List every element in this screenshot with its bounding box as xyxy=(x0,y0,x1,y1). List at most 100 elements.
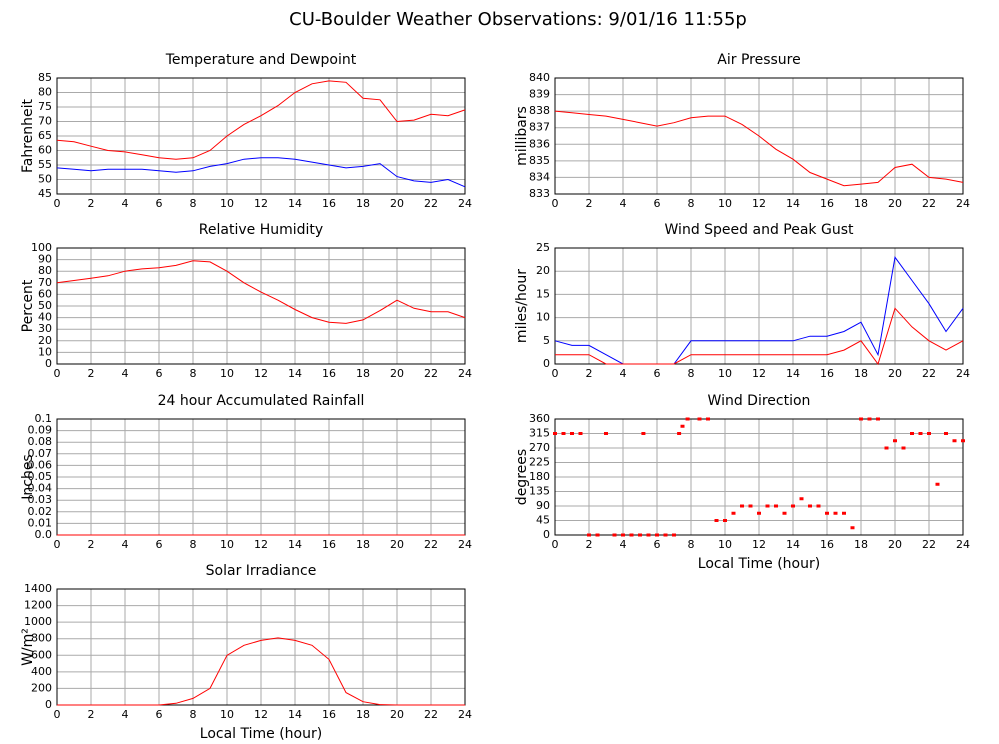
data-point xyxy=(910,432,914,435)
y-tick-label: 840 xyxy=(529,71,550,84)
data-line xyxy=(56,260,466,324)
x-tick-label: 12 xyxy=(254,538,268,551)
y-tick-label: 20 xyxy=(536,264,550,277)
x-tick-label: 12 xyxy=(752,538,766,551)
data-point xyxy=(884,446,889,450)
data-point xyxy=(697,417,702,421)
x-axis-label: Local Time (hour) xyxy=(200,726,322,742)
data-point xyxy=(944,432,948,435)
x-tick-label: 16 xyxy=(322,538,336,551)
data-point xyxy=(774,504,778,508)
y-tick-label: 10 xyxy=(536,311,550,324)
x-tick-label: 2 xyxy=(88,367,95,380)
x-tick-label: 20 xyxy=(888,197,902,210)
x-tick-label: 0 xyxy=(552,197,559,210)
y-tick-label: 70 xyxy=(38,115,52,128)
y-axis-label: miles/hour xyxy=(514,269,530,343)
x-tick-label: 8 xyxy=(688,538,695,551)
y-tick-label: 225 xyxy=(529,456,550,469)
y-tick-label: 0.1 xyxy=(35,412,53,425)
x-tick-label: 0 xyxy=(552,367,559,380)
data-point xyxy=(672,533,676,537)
y-tick-label: 0 xyxy=(543,357,550,370)
data-point xyxy=(893,439,897,443)
x-tick-label: 8 xyxy=(190,538,197,551)
y-tick-label: 100 xyxy=(31,241,52,254)
y-tick-label: 50 xyxy=(38,173,52,186)
chart-panel: 24 hour Accumulated RainfallInches0.00.0… xyxy=(20,393,472,551)
data-point xyxy=(850,526,855,530)
plot-frame xyxy=(554,418,964,536)
data-point xyxy=(791,504,795,508)
data-point xyxy=(723,519,727,522)
data-point xyxy=(629,533,634,537)
x-tick-label: 4 xyxy=(122,708,129,721)
data-point xyxy=(706,417,710,421)
x-tick-label: 12 xyxy=(254,708,268,721)
y-tick-label: 200 xyxy=(31,681,52,694)
plot-frame xyxy=(554,77,964,195)
data-point xyxy=(595,533,600,537)
y-tick-label: 75 xyxy=(38,100,52,113)
x-tick-label: 10 xyxy=(718,197,732,210)
y-tick-label: 0.01 xyxy=(28,516,53,529)
x-tick-label: 8 xyxy=(190,367,197,380)
y-tick-label: 25 xyxy=(536,241,550,254)
x-tick-label: 14 xyxy=(288,708,302,721)
y-axis-label: Fahrenheit xyxy=(20,98,36,173)
x-tick-label: 16 xyxy=(820,538,834,551)
data-point xyxy=(842,511,846,515)
y-tick-label: 90 xyxy=(536,499,550,512)
x-tick-label: 8 xyxy=(190,197,197,210)
x-tick-label: 2 xyxy=(586,538,593,551)
x-tick-label: 10 xyxy=(718,367,732,380)
y-tick-label: 315 xyxy=(529,427,550,440)
y-tick-label: 836 xyxy=(529,137,550,150)
data-line xyxy=(554,110,964,187)
y-axis-label: Inches xyxy=(20,454,36,499)
y-tick-label: 45 xyxy=(536,514,550,527)
y-tick-label: 80 xyxy=(38,86,52,99)
x-tick-label: 6 xyxy=(156,708,163,721)
x-tick-label: 18 xyxy=(854,538,868,551)
data-point xyxy=(765,504,770,508)
y-tick-label: 0.07 xyxy=(28,447,53,460)
data-point xyxy=(867,417,872,421)
x-tick-label: 2 xyxy=(586,367,593,380)
x-tick-label: 6 xyxy=(156,367,163,380)
data-point xyxy=(685,417,690,421)
y-tick-label: 835 xyxy=(529,154,550,167)
y-tick-label: 80 xyxy=(38,264,52,277)
x-axis-label: Local Time (hour) xyxy=(698,556,820,572)
x-tick-label: 20 xyxy=(390,367,404,380)
data-point xyxy=(578,432,583,435)
x-tick-label: 24 xyxy=(458,197,472,210)
y-tick-label: 400 xyxy=(31,665,52,678)
y-tick-label: 5 xyxy=(543,334,550,347)
x-tick-label: 10 xyxy=(220,367,234,380)
y-tick-label: 1000 xyxy=(24,615,52,628)
y-axis-label: W/m² xyxy=(20,628,36,666)
chart-panel: Air Pressure millibars 833 834 835 836 837 838 8… xyxy=(514,52,970,210)
data-point xyxy=(799,497,804,501)
x-tick-label: 12 xyxy=(254,367,268,380)
plot-frame xyxy=(56,247,466,365)
chart-title: Air Pressure xyxy=(717,52,800,68)
y-tick-label: 0 xyxy=(45,698,52,711)
data-point xyxy=(677,432,682,435)
data-point xyxy=(782,511,787,515)
data-point xyxy=(816,504,821,508)
data-point xyxy=(859,417,863,421)
x-tick-label: 8 xyxy=(190,708,197,721)
x-tick-label: 14 xyxy=(786,197,800,210)
data-line xyxy=(555,307,964,366)
x-tick-label: 24 xyxy=(458,538,472,551)
x-tick-label: 18 xyxy=(356,367,370,380)
x-tick-label: 4 xyxy=(122,538,129,551)
x-tick-label: 24 xyxy=(458,367,472,380)
data-point xyxy=(646,533,651,537)
x-tick-label: 2 xyxy=(88,538,95,551)
y-tick-label: 50 xyxy=(38,299,52,312)
data-point xyxy=(808,504,812,508)
